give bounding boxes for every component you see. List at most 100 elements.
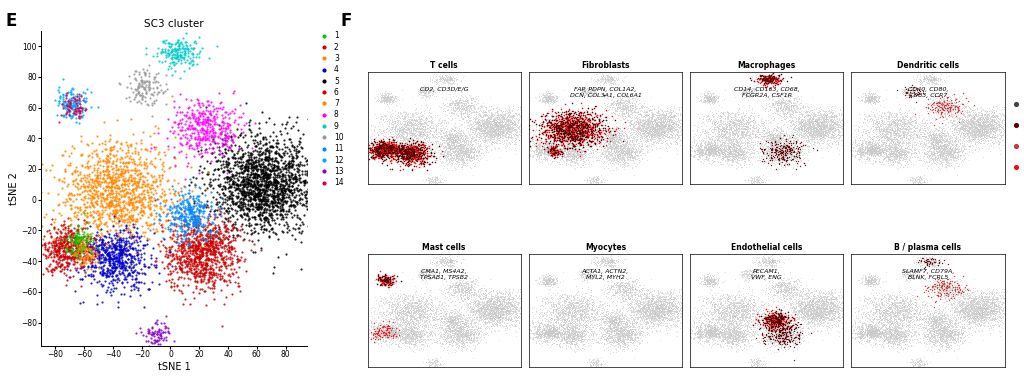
- Point: [713, 312, 729, 318]
- Point: [782, 301, 799, 308]
- Point: [966, 131, 982, 137]
- Point: [937, 101, 953, 108]
- Point: [664, 306, 680, 312]
- Point: [792, 149, 808, 155]
- Point: [418, 91, 434, 97]
- Point: [823, 310, 840, 316]
- Point: [936, 108, 952, 114]
- Point: [908, 154, 925, 160]
- Point: [401, 305, 418, 311]
- Point: [646, 310, 663, 316]
- Point: [991, 131, 1008, 137]
- Point: [69, 243, 85, 249]
- Point: [583, 139, 599, 145]
- Point: [890, 126, 906, 132]
- Point: [751, 180, 767, 186]
- Point: [579, 134, 595, 140]
- Point: [600, 135, 616, 141]
- Point: [467, 296, 483, 302]
- Point: [317, 166, 334, 172]
- Point: [611, 146, 628, 152]
- Point: [640, 116, 656, 122]
- Point: [427, 121, 443, 127]
- Point: [735, 126, 752, 132]
- Point: [518, 115, 535, 121]
- Point: [719, 129, 735, 135]
- Point: [938, 280, 954, 286]
- Point: [809, 312, 825, 318]
- Point: [550, 314, 566, 321]
- Point: [406, 153, 422, 159]
- Point: [175, 218, 191, 224]
- Point: [931, 326, 947, 332]
- Point: [763, 136, 779, 142]
- Point: [530, 131, 547, 137]
- Point: [707, 326, 723, 332]
- Point: [531, 328, 548, 334]
- Point: [190, 220, 207, 227]
- Point: [1008, 143, 1024, 149]
- Point: [780, 330, 797, 336]
- Point: [613, 329, 630, 335]
- Point: [100, 182, 117, 189]
- Point: [939, 344, 955, 350]
- Point: [809, 132, 825, 139]
- Point: [731, 333, 748, 339]
- Point: [529, 334, 546, 340]
- Point: [782, 334, 799, 340]
- Point: [703, 312, 720, 318]
- Point: [421, 179, 437, 185]
- Point: [821, 311, 838, 318]
- Point: [278, 210, 294, 217]
- Point: [943, 296, 959, 302]
- Point: [517, 122, 534, 128]
- Point: [379, 323, 395, 329]
- Point: [806, 318, 822, 324]
- Point: [817, 135, 834, 141]
- Point: [438, 259, 455, 265]
- Point: [179, 227, 196, 233]
- Point: [506, 127, 522, 133]
- Point: [572, 130, 589, 136]
- Point: [962, 307, 978, 313]
- Point: [482, 303, 499, 309]
- Point: [285, 142, 301, 149]
- Point: [401, 124, 418, 130]
- Point: [686, 136, 702, 142]
- Point: [882, 328, 898, 334]
- Point: [486, 135, 503, 141]
- Point: [197, 236, 213, 242]
- Point: [380, 277, 396, 283]
- Point: [902, 315, 919, 321]
- Point: [594, 133, 610, 139]
- Point: [374, 312, 390, 318]
- Point: [905, 271, 922, 277]
- Point: [190, 50, 207, 56]
- Point: [558, 306, 574, 313]
- Point: [185, 211, 202, 217]
- Point: [779, 107, 796, 113]
- Point: [974, 308, 990, 314]
- Point: [717, 269, 733, 275]
- Point: [942, 98, 958, 104]
- Point: [459, 339, 475, 345]
- Point: [375, 326, 391, 333]
- Point: [566, 116, 583, 122]
- Point: [384, 340, 400, 346]
- Point: [484, 139, 501, 145]
- Point: [868, 146, 885, 152]
- Point: [415, 150, 431, 156]
- Point: [719, 335, 735, 341]
- Point: [858, 142, 874, 148]
- Point: [615, 144, 632, 150]
- Point: [573, 122, 590, 128]
- Point: [893, 143, 909, 149]
- Point: [894, 147, 910, 153]
- Point: [212, 202, 228, 209]
- Point: [383, 95, 399, 101]
- Point: [932, 293, 948, 300]
- Point: [444, 104, 461, 110]
- Point: [638, 134, 654, 140]
- Point: [916, 263, 933, 270]
- Point: [949, 327, 966, 333]
